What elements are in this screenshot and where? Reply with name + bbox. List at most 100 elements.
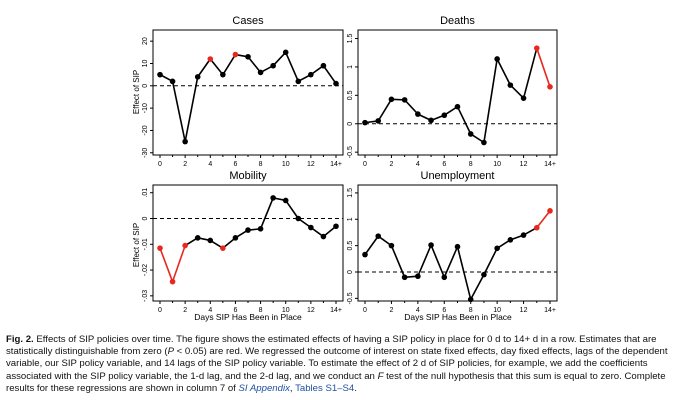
series-segment-deaths xyxy=(456,106,472,135)
panel-frame-mobility xyxy=(152,184,344,302)
tables-link[interactable]: Tables S1–S4 xyxy=(295,382,355,394)
data-point-unemployment xyxy=(401,274,408,281)
data-point-deaths xyxy=(388,96,395,103)
data-point-cases xyxy=(333,80,339,87)
x-tick-label: 12 xyxy=(520,307,528,314)
y-tick-label: -.02 xyxy=(142,264,149,276)
series-segment-mobility xyxy=(285,200,299,219)
x-tick-label: 14+ xyxy=(544,161,556,168)
x-tick-label: 10 xyxy=(493,161,501,168)
series-segment-deaths xyxy=(536,47,551,88)
y-tick-label: -30 xyxy=(142,148,149,158)
caption-text-5: . xyxy=(354,382,357,394)
panel-title-cases: Cases xyxy=(232,15,264,27)
y-tick-label: 1 xyxy=(347,217,354,221)
y-tick-label: 0 xyxy=(347,270,354,274)
panel-frame-deaths xyxy=(357,29,558,156)
panel-title-unemployment: Unemployment xyxy=(421,170,495,182)
data-point-deaths xyxy=(428,117,434,124)
series-segment-unemployment xyxy=(536,210,551,229)
x-tick-label: 0 xyxy=(158,307,162,314)
data-point-mobility xyxy=(333,223,339,230)
y-tick-label: -0.5 xyxy=(347,292,354,304)
y-tick-label: -20 xyxy=(142,125,149,135)
series-segment-deaths xyxy=(483,58,498,143)
data-point-deaths xyxy=(467,131,474,137)
series-segment-unemployment xyxy=(456,246,472,300)
series-segment-unemployment xyxy=(390,245,406,278)
y-tick-label: 0 xyxy=(142,216,149,220)
data-point-mobility xyxy=(295,215,302,222)
series-segment-deaths xyxy=(377,98,393,122)
data-point-cases xyxy=(320,62,327,69)
data-point-mobility xyxy=(245,227,251,233)
series-segment-mobility xyxy=(159,247,174,282)
x-tick-label: 14+ xyxy=(330,307,342,314)
panel-frame-cases xyxy=(152,29,344,156)
data-point-mobility xyxy=(169,278,176,285)
caption-p-value: P xyxy=(167,346,174,358)
data-point-unemployment xyxy=(481,271,487,278)
series-segment-mobility xyxy=(171,245,186,282)
x-tick-label: 6 xyxy=(233,161,237,168)
x-tick-label: 2 xyxy=(389,307,393,314)
data-point-unemployment xyxy=(467,296,474,303)
series-segment-unemployment xyxy=(417,244,432,277)
x-tick-label: 0 xyxy=(158,161,162,168)
data-point-unemployment xyxy=(547,208,553,214)
data-point-mobility xyxy=(157,245,163,251)
y-tick-label: 0.5 xyxy=(347,90,354,100)
y-tick-label: 0 xyxy=(347,122,354,126)
series-segment-unemployment xyxy=(483,247,498,275)
series-segment-cases xyxy=(272,51,287,67)
x-tick-label: 0 xyxy=(363,161,367,168)
data-point-deaths xyxy=(533,45,540,51)
series-segment-mobility xyxy=(259,197,274,230)
y-tick-label: 1 xyxy=(347,65,354,69)
data-point-cases xyxy=(220,71,226,78)
series-segment-cases xyxy=(171,81,186,142)
data-point-cases xyxy=(194,74,201,80)
panel-title-deaths: Deaths xyxy=(440,15,475,27)
series-segment-deaths xyxy=(509,84,525,99)
data-point-mobility xyxy=(182,242,188,249)
x-tick-label: 8 xyxy=(259,161,263,168)
data-point-unemployment xyxy=(533,224,540,231)
data-point-mobility xyxy=(308,224,314,231)
data-point-unemployment xyxy=(441,274,448,281)
caption-text-1: Effects of SIP policies over time. The f… xyxy=(6,334,657,358)
x-tick-label: 2 xyxy=(183,307,187,314)
series-segment-cases xyxy=(222,54,237,76)
data-point-cases xyxy=(182,138,188,145)
data-point-mobility xyxy=(207,237,214,244)
y-axis-label-bottom: Effect of SIP xyxy=(132,223,141,267)
data-point-cases xyxy=(169,78,176,85)
x-tick-label: 8 xyxy=(469,161,473,168)
data-point-deaths xyxy=(507,82,514,88)
x-tick-label: 14+ xyxy=(544,307,556,314)
x-tick-label: 10 xyxy=(282,307,290,314)
data-point-deaths xyxy=(415,111,421,117)
y-tick-label: 1.5 xyxy=(347,34,354,44)
series-segment-unemployment xyxy=(443,246,459,278)
caption-f-test: F xyxy=(377,370,384,382)
x-tick-label: 8 xyxy=(259,307,263,314)
data-point-cases xyxy=(207,56,214,62)
data-point-deaths xyxy=(401,97,408,103)
y-tick-label: 20 xyxy=(142,37,149,45)
data-point-cases xyxy=(232,51,239,58)
series-segment-unemployment xyxy=(470,274,485,300)
y-tick-label: 1.5 xyxy=(347,188,354,198)
series-segment-cases xyxy=(184,76,199,142)
data-point-deaths xyxy=(362,119,368,126)
panel-cases: Cases 20 10 0 -10 -20 -30 0 2 4 6 8 10 12 14+ xyxy=(142,15,344,168)
x-tick-label: 12 xyxy=(307,161,315,168)
data-point-unemployment xyxy=(388,242,395,249)
series-segment-deaths xyxy=(404,99,419,115)
data-point-deaths xyxy=(375,118,382,124)
x-tick-label: 2 xyxy=(389,161,393,168)
data-point-unemployment xyxy=(494,245,500,252)
si-appendix-link[interactable]: SI Appendix xyxy=(238,382,290,394)
data-point-deaths xyxy=(481,139,487,146)
data-point-mobility xyxy=(194,235,201,241)
